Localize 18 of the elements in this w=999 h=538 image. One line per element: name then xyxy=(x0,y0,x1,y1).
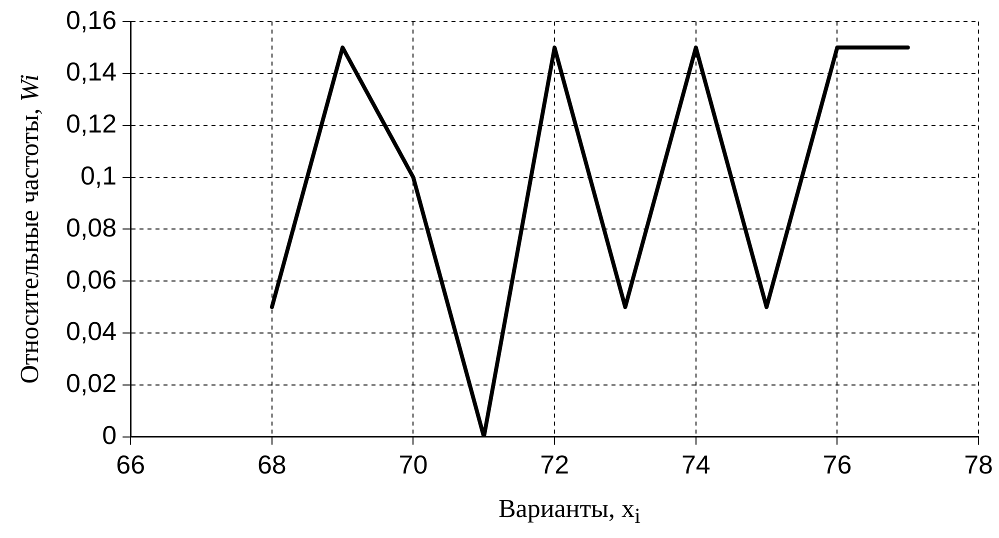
y-tick-label: 0,14 xyxy=(66,56,117,87)
x-tick-label: 70 xyxy=(398,450,428,480)
x-axis-title: Варианты, x$_{i}$ xyxy=(497,494,642,530)
y-tick-label: 0,16 xyxy=(66,4,117,35)
y-tick-label: 0,08 xyxy=(66,212,117,242)
y-axis-title: Относительные частоты, Wi xyxy=(15,74,45,384)
y-tick-label: 0,04 xyxy=(66,316,117,346)
x-tick-label: 78 xyxy=(964,450,993,480)
x-tick-label: 76 xyxy=(822,450,852,480)
y-tick-label: 0,06 xyxy=(66,264,117,294)
y-tick-label: 0,02 xyxy=(66,368,117,398)
y-tick-label: 0,12 xyxy=(66,108,117,139)
x-tick-label: 66 xyxy=(116,450,146,480)
x-tick-label: 74 xyxy=(681,450,710,480)
x-tick-label: 72 xyxy=(540,450,570,480)
y-tick-label: 0,1 xyxy=(80,160,117,190)
x-tick-label: 68 xyxy=(257,450,286,480)
y-tick-label: 0 xyxy=(102,420,117,450)
